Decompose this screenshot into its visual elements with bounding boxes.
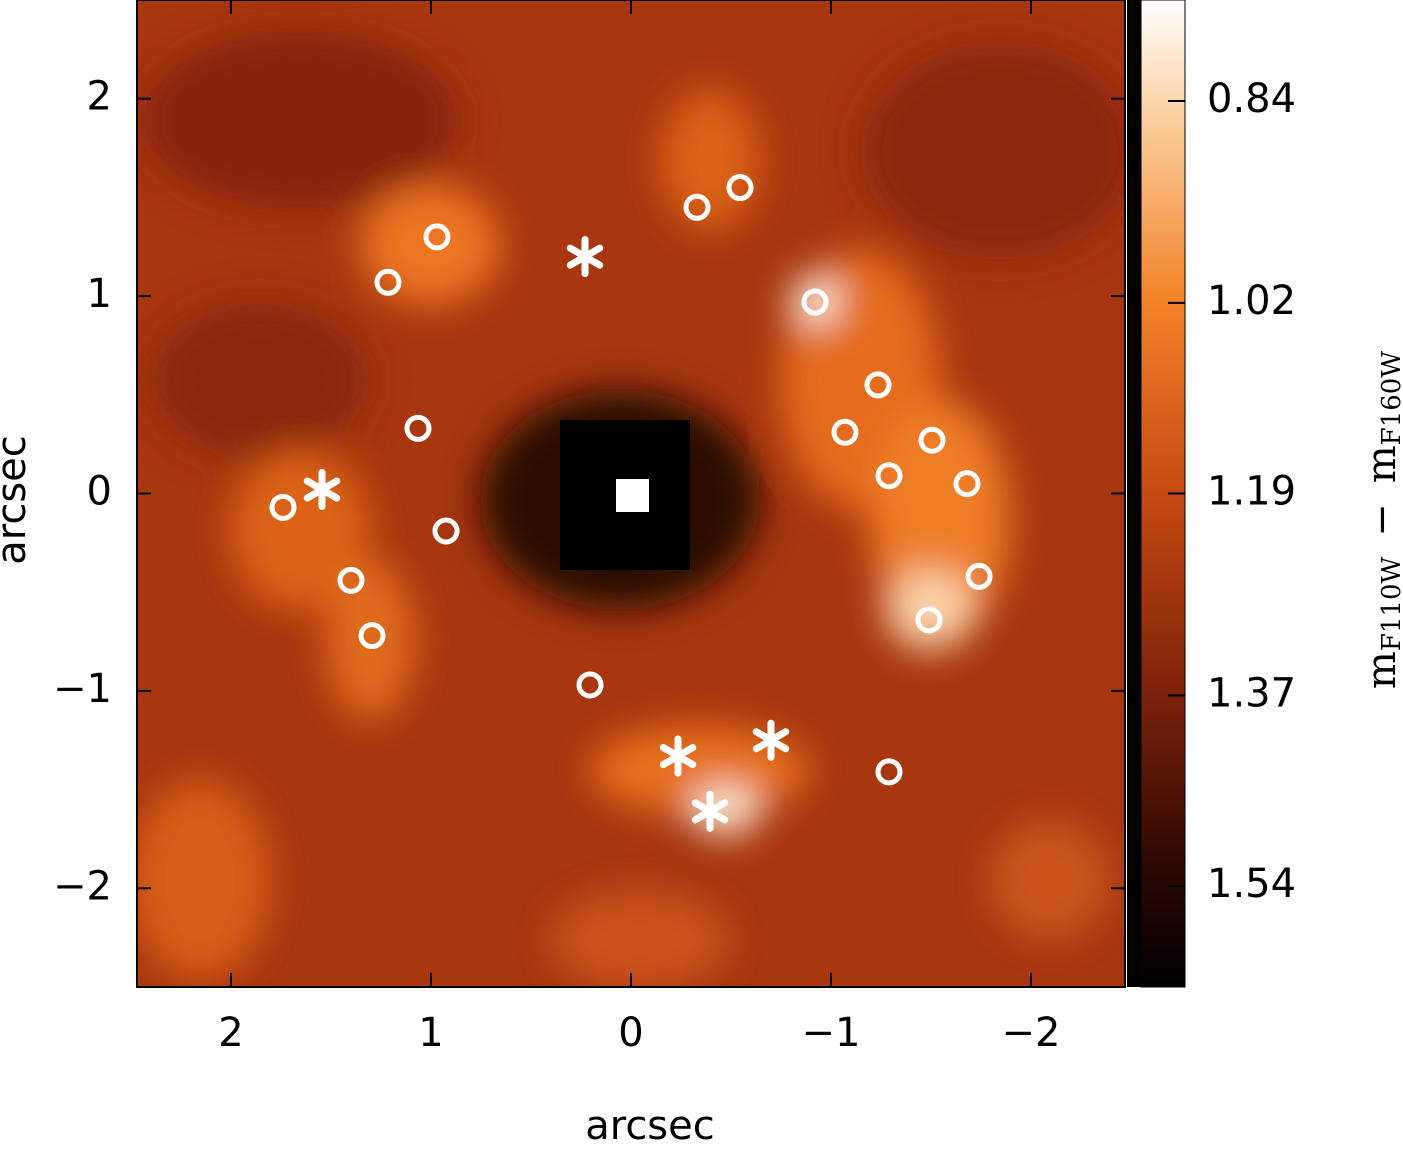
marker-circle <box>337 566 365 594</box>
marker-circle <box>864 371 892 399</box>
x-tick-label: −2 <box>1002 1010 1061 1056</box>
y-tick-label: −1 <box>53 666 112 712</box>
marker-star <box>752 719 790 761</box>
marker-star <box>566 236 604 278</box>
marker-circle <box>404 414 432 442</box>
y-axis-label: arcsec <box>0 435 35 565</box>
star-arm <box>659 744 697 769</box>
marker-circle <box>918 426 946 454</box>
marker-circle <box>576 671 604 699</box>
colorbar-tick-label: 1.19 <box>1207 469 1296 515</box>
marker-circle <box>726 174 754 202</box>
marker-circle <box>683 193 711 221</box>
marker-circle <box>875 462 903 490</box>
colorbar-edge <box>1127 0 1141 987</box>
marker-circle <box>432 517 460 545</box>
marker-star <box>659 735 697 777</box>
x-axis-label: arcsec <box>585 1103 715 1146</box>
colorbar-label-part: m <box>1359 651 1403 689</box>
star-arm <box>566 244 604 269</box>
y-tick-label: 1 <box>87 271 112 317</box>
x-tick-label: −1 <box>802 1010 861 1056</box>
colorbar-tick-label: 1.37 <box>1207 670 1296 716</box>
marker-circle <box>915 606 943 634</box>
marker-circle <box>801 288 829 316</box>
colorbar-tick-label: 0.84 <box>1207 76 1296 122</box>
marker-circle <box>358 622 386 650</box>
colorbar-label-part: F160W <box>1377 351 1403 446</box>
star-arm <box>752 728 790 753</box>
star-arm <box>691 799 729 824</box>
y-tick-label: 2 <box>87 74 112 120</box>
x-tick-label: 2 <box>218 1010 243 1056</box>
marker-circle <box>374 268 402 296</box>
marker-circle <box>423 223 451 251</box>
colorbar-label-part: − <box>1359 503 1403 537</box>
marker-star <box>303 469 341 511</box>
marker-circle <box>875 758 903 786</box>
marker-circle <box>965 562 993 590</box>
x-tick-label: 0 <box>618 1010 643 1056</box>
marker-star <box>691 790 729 832</box>
colorbar-label: mF110W−mF160W <box>1359 351 1403 689</box>
colorbar-tick-label: 1.54 <box>1207 861 1296 907</box>
y-tick-label: 0 <box>87 469 112 515</box>
colorbar-label-part: m <box>1359 445 1403 483</box>
colorbar-tick-label: 1.02 <box>1207 278 1296 324</box>
x-tick-label: 1 <box>418 1010 443 1056</box>
marker-circle <box>953 470 981 498</box>
y-tick-label: −2 <box>53 863 112 909</box>
star-arm <box>303 477 341 502</box>
marker-circle <box>831 418 859 446</box>
marker-circle <box>269 493 297 521</box>
colorbar-label-part: F110W <box>1377 556 1403 651</box>
